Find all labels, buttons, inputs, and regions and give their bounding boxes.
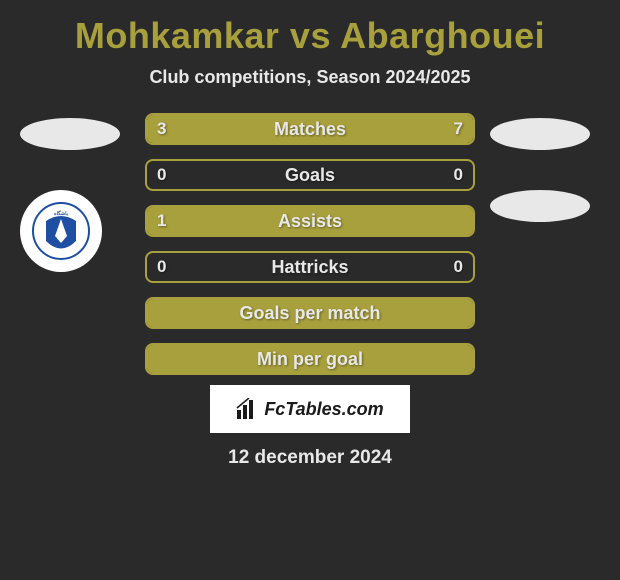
stat-label: Hattricks [271,257,348,278]
player-right-avatar [490,118,590,150]
subtitle: Club competitions, Season 2024/2025 [20,67,600,88]
stat-label: Goals per match [239,303,380,324]
comparison-area: باشگاه 3 Matches 7 0 Goals 0 1 Assists 0 Hattrick… [20,113,600,375]
stat-value-left: 3 [157,119,166,139]
stat-label: Goals [285,165,335,186]
stat-value-left: 0 [157,257,166,277]
team-badge-left: باشگاه [20,190,102,272]
stat-bar: 3 Matches 7 [145,113,475,145]
date-label: 12 december 2024 [20,447,600,469]
stat-bar: Goals per match [145,297,475,329]
stat-label: Assists [278,211,342,232]
stat-label: Min per goal [257,349,363,370]
stat-bar: Min per goal [145,343,475,375]
stat-value-right: 0 [454,257,463,277]
chart-icon [236,398,258,420]
stat-value-right: 0 [454,165,463,185]
site-logo: FcTables.com [210,385,410,433]
page-title: Mohkamkar vs Abarghouei [20,15,600,57]
team-crest-icon: باشگاه [31,201,91,261]
player-left-avatar [20,118,120,150]
svg-text:باشگاه: باشگاه [54,210,69,217]
site-logo-text: FcTables.com [264,399,383,420]
stats-bars: 3 Matches 7 0 Goals 0 1 Assists 0 Hattricks 0 Goals… [145,113,475,375]
stat-bar: 0 Goals 0 [145,159,475,191]
stat-value-left: 0 [157,165,166,185]
left-player-column: باشگاه [20,113,130,272]
stat-value-right: 7 [454,119,463,139]
team-badge-right [490,190,590,222]
right-player-column [490,113,600,222]
stat-value-left: 1 [157,211,166,231]
stat-label: Matches [274,119,346,140]
stat-bar: 1 Assists [145,205,475,237]
stat-bar: 0 Hattricks 0 [145,251,475,283]
